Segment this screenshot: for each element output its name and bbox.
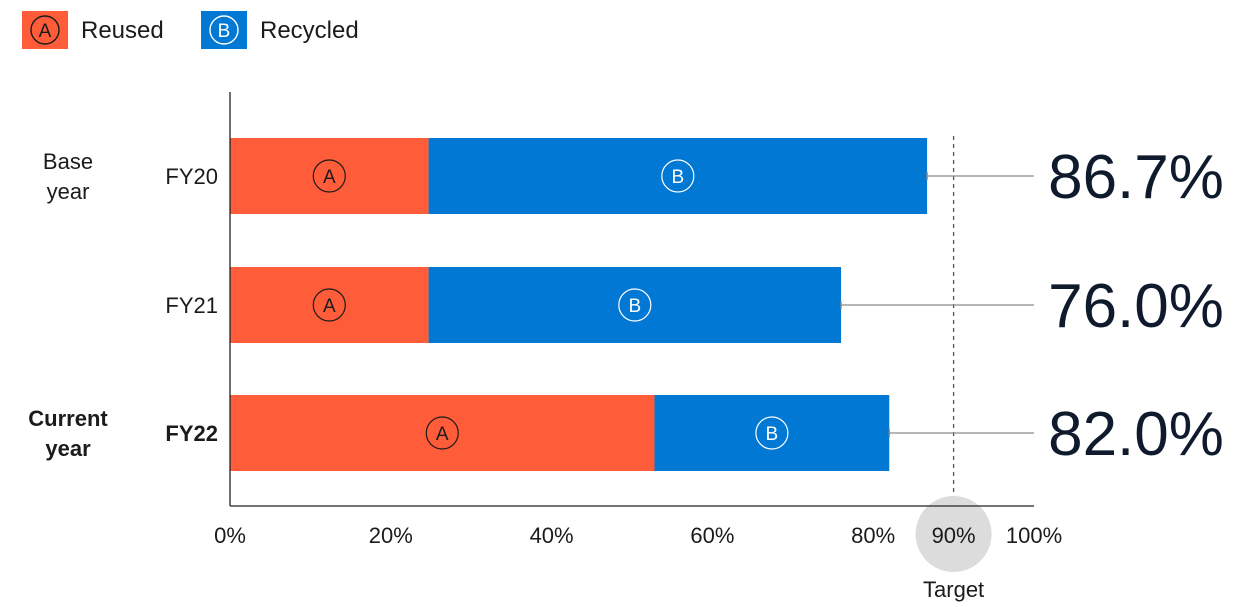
bar-fy22-reused <box>230 395 655 471</box>
group-label-line: year <box>47 179 90 204</box>
x-tick-label: 0% <box>214 523 246 548</box>
x-tick-label: 100% <box>1006 523 1062 548</box>
legend-label-reused: Reused <box>81 17 164 44</box>
category-label-fy20: FY20 <box>165 164 218 189</box>
group-label-line: year <box>45 436 91 461</box>
bar-badge-circle <box>661 159 695 193</box>
bar-badge-letter: A <box>323 296 336 317</box>
x-tick-label: 80% <box>851 523 895 548</box>
x-tick-label: 20% <box>369 523 413 548</box>
category-label-fy22: FY22 <box>165 421 218 446</box>
bar-fy20-recycled <box>428 138 928 214</box>
bar-badge-circle <box>618 288 652 322</box>
bar-badge-letter: B <box>628 296 641 317</box>
bar-badge-circle <box>425 416 459 450</box>
category-label-fy21: FY21 <box>165 293 218 318</box>
legend-swatch-recycled <box>201 11 247 49</box>
x-tick-label: 90% <box>932 523 976 548</box>
target-label: Target <box>923 577 984 602</box>
total-label-fy20: 86.7% <box>1048 143 1224 212</box>
legend-badge-letter: B <box>218 21 231 42</box>
legend-label-recycled: Recycled <box>260 17 359 44</box>
bar-badge-letter: A <box>436 424 449 445</box>
bar-badge-letter: B <box>671 167 684 188</box>
bar-fy21-reused <box>230 267 429 343</box>
bar-badge-letter: B <box>766 424 779 445</box>
total-label-fy21: 76.0% <box>1048 272 1224 341</box>
bar-fy22-recycled <box>654 395 890 471</box>
bar-badge-letter: A <box>323 167 336 188</box>
bar-badge-circle <box>312 288 346 322</box>
bar-fy20-reused <box>230 138 429 214</box>
legend-badge-circle <box>209 15 239 45</box>
legend-badge-letter: A <box>39 21 52 42</box>
bar-badge-circle <box>755 416 789 450</box>
bar-badge-circle <box>312 159 346 193</box>
group-label-line: Current <box>28 406 108 431</box>
bar-fy21-recycled <box>428 267 842 343</box>
x-tick-label: 60% <box>690 523 734 548</box>
target-bubble <box>915 496 992 572</box>
group-label-line: Base <box>43 149 93 174</box>
x-tick-label: 40% <box>530 523 574 548</box>
legend-badge-circle <box>30 15 60 45</box>
legend-swatch-reused <box>22 11 68 49</box>
total-label-fy22: 82.0% <box>1048 400 1224 469</box>
